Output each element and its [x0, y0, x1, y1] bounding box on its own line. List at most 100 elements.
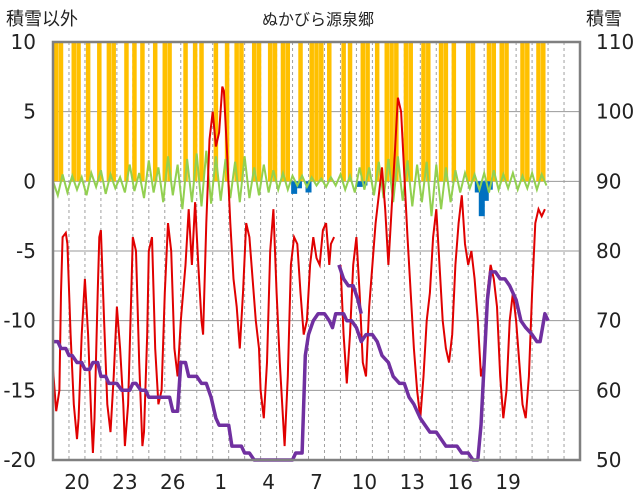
y-left-tick-label: 0 — [23, 169, 36, 193]
precipitation-bar — [525, 42, 530, 182]
precipitation-bar — [162, 42, 168, 182]
x-tick-label: 10 — [352, 470, 377, 494]
precipitation-bar — [314, 42, 319, 182]
precipitation-bar — [451, 42, 457, 182]
precipitation-bar — [192, 42, 198, 182]
temp-change-line — [52, 150, 548, 217]
precipitation-bar — [272, 42, 278, 182]
precipitation-bar — [491, 42, 497, 182]
x-tick-label: 13 — [400, 470, 425, 494]
precipitation-bar — [58, 42, 64, 182]
precipitation-bar — [111, 42, 116, 182]
precipitation-bar — [465, 42, 471, 182]
precipitation-bar — [199, 42, 204, 182]
precipitation-bar — [520, 42, 525, 182]
snowfall-bar — [305, 181, 312, 193]
y-right-tick-label: 90 — [596, 169, 621, 193]
precipitation-bar — [403, 42, 409, 182]
precipitation-bar — [256, 42, 262, 182]
precipitation-bar — [384, 42, 390, 182]
precipitation-bar — [327, 42, 332, 182]
snowfall-bar — [478, 181, 485, 217]
precipitation-bar — [298, 42, 303, 182]
x-tick-label: 16 — [448, 470, 473, 494]
precipitation-bar — [309, 42, 314, 182]
precipitation-bar — [280, 42, 286, 182]
precipitation-bar — [132, 42, 137, 182]
precipitation-bar — [443, 42, 449, 182]
precipitation-bar — [389, 42, 394, 182]
snow-depth-line-2 — [337, 264, 363, 315]
precipitation-bar — [504, 42, 509, 182]
snowfall-bar — [356, 181, 363, 187]
snowfall-bar — [361, 181, 368, 186]
precipitation-bar — [360, 42, 366, 182]
x-tick-label: 20 — [64, 470, 89, 494]
y-left-tick-label: 5 — [23, 100, 36, 124]
plot-frame — [51, 40, 582, 462]
precipitation-bar — [426, 42, 431, 182]
precipitation-bar — [251, 42, 257, 182]
x-tick-label: 1 — [214, 470, 227, 494]
x-tick-label: 4 — [262, 470, 275, 494]
precipitation-bar — [341, 42, 346, 182]
y-left-tick-labels: 10 5 0 -5 -10 -15 -20 — [3, 30, 36, 472]
precipitation-bar — [183, 42, 188, 182]
snowfall-bar — [295, 181, 302, 189]
precipitation-bar — [408, 42, 413, 182]
temperature-line-2 — [339, 97, 546, 419]
x-tick-label: 23 — [112, 470, 137, 494]
y-right-tick-label: 70 — [596, 309, 621, 333]
chart-title-group: ぬかびら源泉郷 積雪以外 積雪 — [6, 9, 622, 30]
precipitation-bar — [319, 42, 324, 182]
y-left-tick-label: -10 — [3, 309, 36, 333]
precipitation-bar — [470, 42, 476, 182]
y-right-tick-label: 50 — [596, 448, 621, 472]
precipitation-bar — [438, 42, 444, 182]
precipitation-bar — [239, 42, 244, 182]
y-left-tick-label: -5 — [16, 239, 36, 263]
y-right-tick-label: 80 — [596, 239, 621, 263]
y-right-tick-label: 100 — [596, 100, 634, 124]
precipitation-bar — [152, 42, 158, 182]
precipitation-bar — [106, 42, 112, 182]
y-left-tick-label: -15 — [3, 378, 36, 402]
y-right-tick-labels: 110 100 90 80 70 60 50 — [596, 30, 634, 472]
chart-title: ぬかびら源泉郷 — [262, 10, 374, 29]
precipitation-bar — [53, 42, 59, 182]
precipitation-bar — [213, 42, 219, 182]
temperature-line — [52, 86, 336, 454]
precipitation-bar — [140, 42, 145, 182]
x-tick-label: 26 — [160, 470, 185, 494]
precipitation-bar — [541, 42, 546, 182]
y-right-tick-label: 110 — [596, 30, 634, 54]
precipitation-bar — [71, 42, 77, 182]
precipitation-bar — [76, 42, 81, 182]
precipitation-bar — [285, 42, 291, 182]
y-right-axis-title: 積雪 — [586, 9, 622, 30]
precipitation-bar — [347, 42, 353, 182]
precipitation-bar — [167, 42, 172, 182]
plot-area — [51, 40, 582, 462]
y-right-tick-label: 60 — [596, 378, 621, 402]
x-tick-label: 19 — [495, 470, 520, 494]
x-tick-label: 7 — [310, 470, 323, 494]
precipitation-bar — [97, 42, 102, 182]
y-left-axis-title: 積雪以外 — [6, 9, 78, 30]
precipitation-bar — [267, 42, 273, 182]
y-left-tick-label: -20 — [3, 448, 36, 472]
y-left-tick-label: 10 — [11, 30, 36, 54]
snowfall-bar — [291, 181, 298, 194]
precipitation-bar — [85, 42, 91, 182]
precipitation-bar — [486, 42, 492, 182]
x-tick-labels: 20 23 26 1 4 7 10 13 16 19 — [64, 470, 521, 494]
precipitation-bar — [499, 42, 504, 182]
snowfall-bar — [482, 181, 489, 201]
precipitation-bar — [124, 42, 129, 182]
precipitation-bar — [224, 42, 230, 182]
precipitation-bar — [234, 42, 239, 182]
precipitation-bar — [421, 42, 426, 182]
precipitation-bar — [536, 42, 541, 182]
precipitation-bar — [374, 42, 380, 182]
